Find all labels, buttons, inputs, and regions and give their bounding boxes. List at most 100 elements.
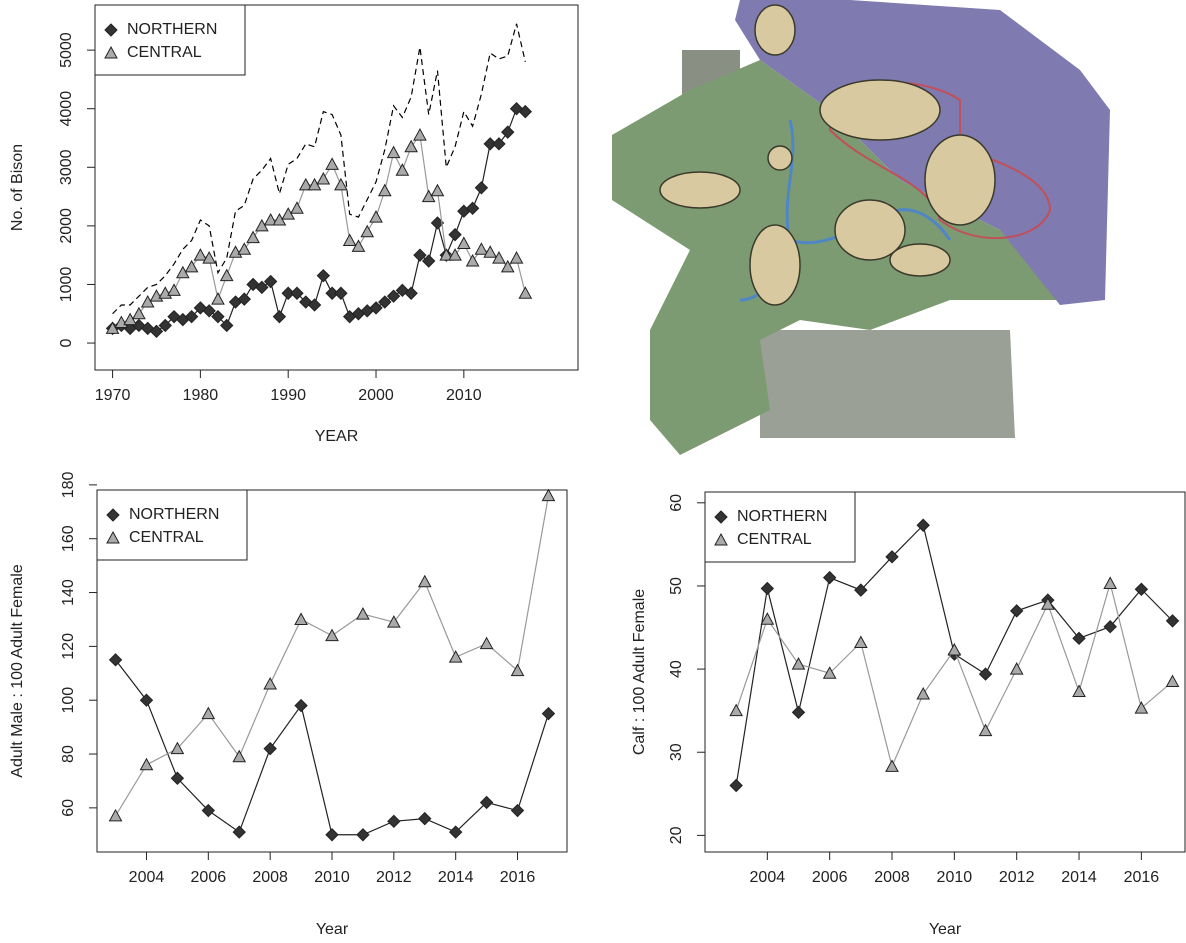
point <box>316 268 331 283</box>
point <box>422 254 436 268</box>
x-tick-label: 2008 <box>874 869 910 886</box>
y-tick-label: 160 <box>60 525 77 552</box>
y-tick-label: 5000 <box>58 32 75 68</box>
y-axis-title: No. of Bison <box>9 144 26 231</box>
point <box>501 125 515 139</box>
series-line <box>112 23 526 315</box>
point <box>377 183 392 197</box>
series-line <box>735 581 1173 769</box>
point <box>465 201 480 216</box>
point <box>255 280 269 295</box>
point <box>294 612 308 625</box>
y-tick-label: 20 <box>668 826 685 844</box>
point <box>791 705 806 720</box>
locations <box>659 4 996 306</box>
point <box>299 295 313 309</box>
point <box>474 181 489 195</box>
plot-frame <box>94 4 579 371</box>
x-tick-label: 2010 <box>446 387 482 404</box>
point <box>232 825 246 839</box>
x-tick-label: 2010 <box>314 869 350 886</box>
point <box>263 274 278 289</box>
point <box>1072 631 1086 646</box>
point <box>518 286 533 299</box>
point <box>395 283 410 298</box>
point <box>386 289 401 303</box>
point <box>294 698 308 713</box>
x-tick-label: 2012 <box>999 869 1035 886</box>
point <box>237 242 252 255</box>
x-tick-label: 2004 <box>750 869 786 886</box>
point <box>760 581 775 596</box>
point <box>139 757 154 771</box>
point <box>369 301 383 315</box>
x-tick-label: 1980 <box>183 387 219 404</box>
x-tick-label: 2012 <box>376 869 412 886</box>
point <box>290 201 304 214</box>
point <box>356 607 370 620</box>
x-tick-label: 2006 <box>812 869 848 886</box>
y-tick-label: 120 <box>60 633 77 660</box>
series-line <box>112 133 526 329</box>
point <box>202 251 217 264</box>
point <box>395 163 410 176</box>
point <box>541 488 556 502</box>
point <box>263 212 278 226</box>
x-tick-label: 2010 <box>937 869 973 886</box>
point <box>1165 674 1180 688</box>
y-tick-label: 80 <box>60 745 77 763</box>
y-tick-label: 60 <box>60 799 77 817</box>
point <box>202 304 216 318</box>
point <box>325 828 339 842</box>
point <box>237 292 251 306</box>
point <box>885 550 899 564</box>
point <box>404 139 418 153</box>
point <box>378 295 392 309</box>
point <box>132 306 146 320</box>
point <box>351 239 366 252</box>
point <box>139 693 154 707</box>
point <box>170 771 185 785</box>
point <box>413 128 427 141</box>
point <box>232 749 247 763</box>
point <box>316 171 331 185</box>
x-axis-title: Year <box>316 921 349 938</box>
point <box>822 570 837 585</box>
point <box>714 532 728 546</box>
legend-box <box>704 491 856 563</box>
point <box>170 741 185 755</box>
point <box>510 803 525 818</box>
point <box>298 177 313 191</box>
legend-label: CENTRAL <box>129 529 204 546</box>
point <box>509 251 524 264</box>
purple-zone <box>735 0 1110 305</box>
y-tick-label: 2000 <box>58 208 75 244</box>
y-tick-label: 3000 <box>58 149 75 185</box>
point <box>219 268 234 282</box>
x-axis-title: Year <box>929 921 962 938</box>
point <box>492 137 506 151</box>
x-tick-label: 2006 <box>191 869 227 886</box>
point <box>483 245 498 258</box>
y-tick-label: 1000 <box>58 267 75 303</box>
green-zone <box>612 60 1060 455</box>
x-tick-label: 2004 <box>129 869 165 886</box>
point <box>167 283 181 296</box>
point <box>201 803 216 818</box>
point <box>916 686 931 700</box>
point <box>272 309 287 324</box>
legend-label: NORTHERN <box>127 21 217 38</box>
point <box>417 574 432 588</box>
point <box>448 825 463 839</box>
range-outline <box>829 81 1052 240</box>
x-tick-label: 1970 <box>95 387 131 404</box>
point <box>106 508 120 522</box>
point <box>479 795 494 810</box>
x-tick-label: 2016 <box>500 869 536 886</box>
point <box>184 259 199 273</box>
point <box>448 650 463 663</box>
terrain <box>760 330 1015 438</box>
point <box>106 530 120 544</box>
x-tick-label: 2008 <box>252 869 288 886</box>
point <box>220 318 234 333</box>
